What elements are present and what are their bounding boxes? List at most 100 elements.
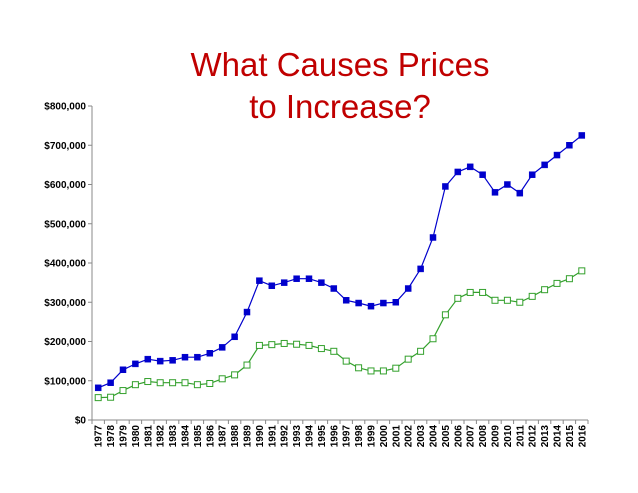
series-1-point (194, 353, 201, 361)
series-2-point (169, 379, 177, 387)
x-tick-label: 2007 (466, 425, 477, 448)
x-tick-label: 1992 (280, 425, 291, 448)
y-tick-label: $200,000 (44, 337, 86, 348)
series-1-point (479, 171, 486, 178)
series-2-point (119, 387, 127, 395)
series-2-point (578, 267, 586, 275)
x-tick-label: 1979 (119, 425, 130, 448)
series-2-point (479, 288, 487, 296)
series-1-point (355, 299, 362, 307)
series-1-point (380, 299, 387, 307)
series-1-point (268, 282, 276, 290)
slide-title-line-1: What Causes Prices (190, 46, 490, 83)
x-tick-label: 2005 (441, 425, 452, 448)
series-2-point (305, 341, 313, 349)
x-tick-label: 1977 (94, 425, 105, 448)
x-tick-label: 2010 (503, 425, 514, 448)
series-2-point (317, 345, 325, 353)
series-1-point (231, 333, 238, 341)
series-2-point (454, 294, 462, 302)
series-1-point (541, 161, 548, 169)
x-tick-label: 1978 (106, 425, 117, 448)
series-1-point (504, 181, 511, 188)
series-2-point (243, 361, 251, 369)
series-1-point (132, 360, 139, 368)
series-2-point (156, 379, 164, 387)
slide-title: What Causes Prices to Increase? (140, 44, 540, 128)
series-2-point (441, 311, 449, 319)
series-2-point (528, 292, 536, 300)
series-1-point (144, 355, 152, 363)
series-2-point (355, 364, 363, 372)
x-tick-label: 1987 (218, 425, 229, 448)
series-2-point (181, 379, 189, 387)
x-tick-label: 2014 (553, 425, 564, 448)
y-tick-label: $400,000 (44, 259, 86, 270)
x-tick-label: 1997 (342, 425, 353, 448)
series-2-point (342, 357, 350, 365)
series-2-point (541, 286, 549, 294)
series-1-point (156, 357, 164, 365)
x-tick-label: 1985 (193, 425, 204, 448)
series-1-point (553, 151, 561, 159)
x-tick-label: 1981 (143, 425, 154, 448)
series-2-point (503, 296, 511, 304)
y-tick-label: $0 (75, 416, 87, 427)
series-1-point (280, 279, 288, 286)
series-1-point (256, 277, 263, 284)
y-tick-label: $600,000 (44, 180, 86, 191)
chart-axes (91, 106, 588, 421)
series-1-point (566, 142, 573, 149)
x-tick-label: 1983 (168, 425, 179, 448)
series-1-point (318, 279, 325, 286)
x-tick-label: 1988 (230, 425, 241, 448)
x-tick-label: 1993 (292, 425, 303, 448)
series-2-point (193, 381, 201, 389)
series-2-point (206, 379, 214, 387)
series-2-point (94, 394, 102, 402)
series-layer (94, 132, 586, 402)
x-tick-label: 2003 (416, 425, 427, 448)
series-1-point (466, 163, 474, 171)
series-1-point (181, 353, 189, 361)
series-2-point (107, 393, 115, 401)
series-1-point (218, 344, 226, 351)
series-1-point (528, 171, 536, 178)
series-2-point (268, 341, 276, 349)
x-tick-label: 1999 (367, 425, 378, 448)
y-tick-label: $300,000 (44, 298, 86, 309)
series-1-point (342, 297, 350, 304)
x-tick-label: 2002 (404, 425, 415, 448)
x-tick-label: 1980 (131, 425, 142, 448)
series-2-point (379, 367, 387, 375)
x-tick-label: 2006 (453, 425, 464, 448)
y-tick-label: $800,000 (44, 102, 86, 113)
x-tick-label: 1994 (305, 425, 316, 448)
x-tick-label: 1996 (329, 425, 340, 448)
x-tick-label: 2015 (565, 425, 576, 448)
series-2-point (255, 341, 263, 349)
series-1-point (429, 234, 437, 241)
x-tick-label: 2011 (515, 425, 526, 447)
series-1-point (107, 379, 114, 386)
x-tick-label: 1989 (243, 425, 254, 448)
series-1-line (97, 134, 583, 389)
series-2-point (516, 298, 524, 306)
x-tick-label: 1990 (255, 425, 266, 448)
x-tick-label: 1991 (267, 425, 278, 448)
series-2-point (144, 378, 152, 386)
series-1-point (119, 366, 127, 374)
series-2-point (491, 296, 499, 304)
x-tick-label: 1986 (205, 425, 216, 448)
series-2-point (367, 367, 375, 375)
series-2-point (466, 288, 474, 296)
x-axis-tick-labels: 1977 1978 1979 1980 1981 1982 1983 1984 1985 1986… (91, 420, 589, 448)
series-1 (94, 132, 586, 392)
series-2 (94, 267, 586, 402)
series-2-line (98, 270, 583, 399)
series-1-point (330, 285, 338, 292)
x-tick-label: 2008 (478, 425, 489, 448)
series-1-point (417, 265, 424, 273)
series-2-point (218, 375, 226, 383)
x-tick-label: 2000 (379, 425, 390, 448)
